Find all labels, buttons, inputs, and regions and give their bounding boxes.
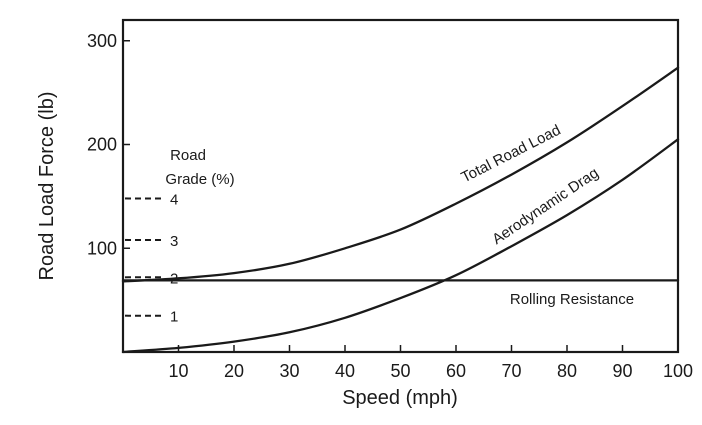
road-grade-label-4: 4	[170, 191, 178, 208]
series-lines	[121, 66, 680, 354]
x-tick-label: 70	[501, 361, 521, 381]
x-tick-label: 10	[168, 361, 188, 381]
road-grade-label-3: 3	[170, 233, 178, 250]
x-tick-label: 40	[335, 361, 355, 381]
y-tick-label: 200	[87, 135, 117, 155]
road-grade-markers: 1 2 3 4	[125, 191, 178, 326]
x-tick-label: 80	[557, 361, 577, 381]
road-grade-title-line1: Road	[170, 147, 206, 164]
aerodynamic-drag-line	[121, 138, 680, 354]
y-tick-label: 300	[87, 31, 117, 51]
road-grade-label-1: 1	[170, 309, 178, 326]
rolling-resistance-label: Rolling Resistance	[510, 291, 634, 308]
road-grade-title-line2: Grade (%)	[165, 171, 234, 188]
x-tick-label: 30	[279, 361, 299, 381]
x-axis-title: Speed (mph)	[342, 387, 458, 409]
x-tick-label: 90	[612, 361, 632, 381]
x-tick-label: 20	[224, 361, 244, 381]
x-tick-label: 50	[390, 361, 410, 381]
road-grade-label-2: 2	[170, 270, 178, 287]
y-tick-label: 100	[87, 238, 117, 258]
total-road-load-line	[121, 66, 680, 283]
x-tick-label: 100	[663, 361, 693, 381]
axis-ticks: 10 20 30 40 50 60 70 80 90 100 100 200 300	[87, 31, 693, 381]
y-axis-title: Road Load Force (lb)	[36, 92, 58, 281]
x-tick-label: 60	[446, 361, 466, 381]
